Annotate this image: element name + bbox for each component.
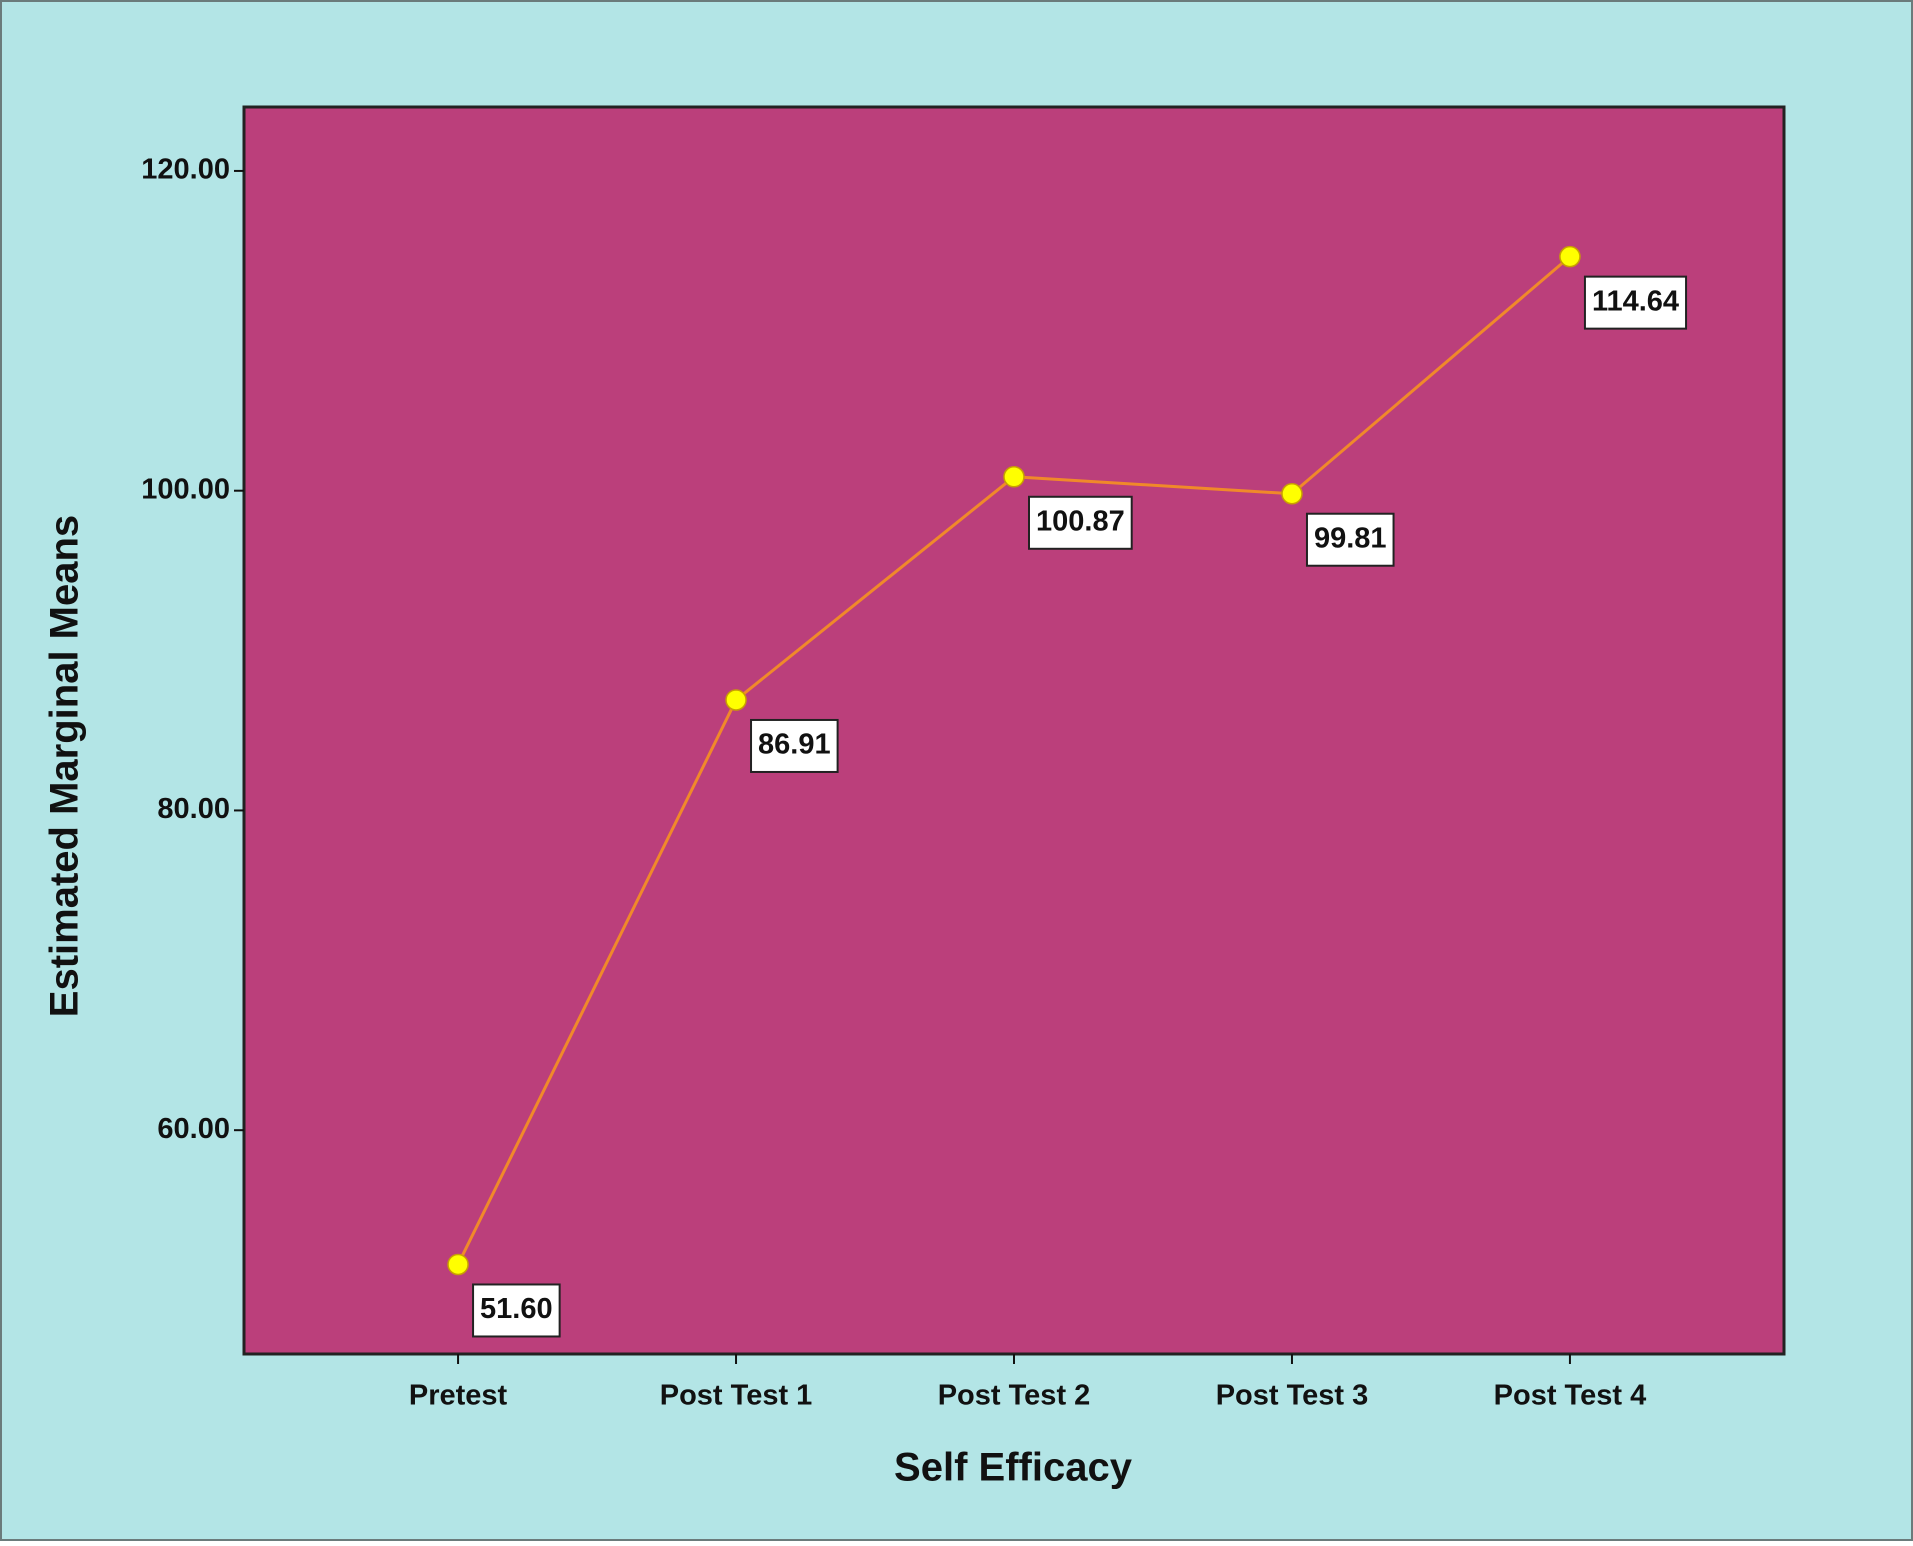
value-label: 99.81 [1305, 512, 1395, 567]
value-label-text: 86.91 [758, 729, 831, 761]
value-label-box [1583, 275, 1688, 330]
x-axis-title: Self Efficacy [894, 1446, 1133, 1490]
plot-area [242, 105, 1786, 1356]
x-tick-label: Post Test 3 [1216, 1380, 1369, 1412]
marker [1003, 466, 1025, 488]
x-tick-label: Post Test 1 [660, 1380, 813, 1412]
value-label: 86.91 [750, 718, 839, 773]
value-label-text: 99.81 [1314, 522, 1387, 554]
value-label-box [1028, 495, 1133, 550]
marker [1559, 245, 1581, 268]
value-label-box [472, 1283, 561, 1338]
y-tick-label: 120.00 [141, 154, 230, 186]
marker [447, 1253, 469, 1276]
y-tick-label: 60.00 [157, 1113, 230, 1145]
value-label-box [1305, 512, 1395, 567]
value-label-text: 51.60 [480, 1293, 553, 1325]
value-label-text: 100.87 [1036, 505, 1125, 537]
value-label: 114.64 [1583, 275, 1688, 330]
value-label: 100.87 [1028, 495, 1133, 550]
marker [1281, 482, 1303, 505]
x-tick-label: Post Test 4 [1494, 1380, 1647, 1412]
y-axis-title: Estimated Marginal Means [43, 515, 87, 1017]
x-tick-label: Pretest [409, 1380, 508, 1412]
value-label: 51.60 [472, 1283, 561, 1338]
value-label-text: 114.64 [1592, 285, 1679, 317]
value-label-box [750, 718, 839, 773]
x-tick-label: Post Test 2 [938, 1380, 1091, 1412]
marker [725, 689, 747, 711]
y-tick-label: 100.00 [141, 473, 230, 505]
y-tick-label: 80.00 [157, 793, 230, 825]
